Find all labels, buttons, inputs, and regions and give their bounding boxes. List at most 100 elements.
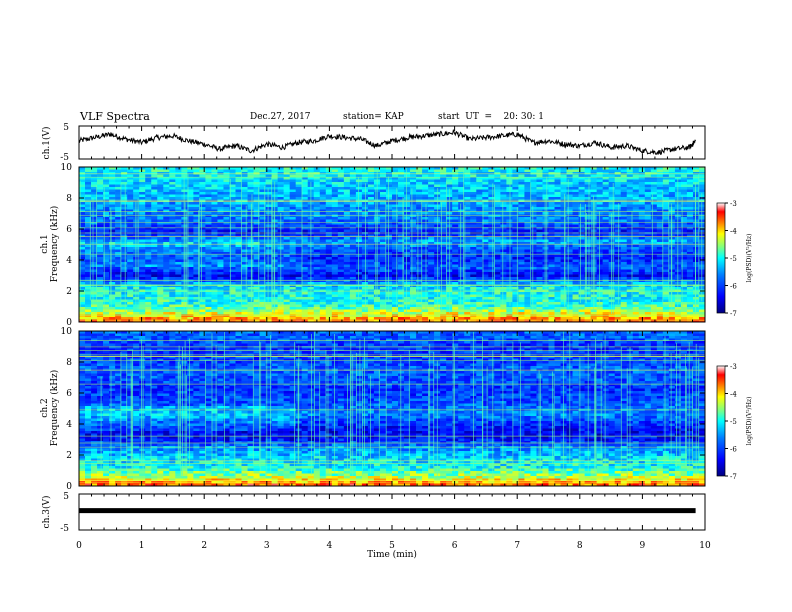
spectrogram-cell <box>121 242 128 245</box>
spectrogram-cell <box>115 252 122 255</box>
spectrogram-cell <box>253 219 260 223</box>
spectrogram-cell <box>500 189 507 193</box>
spectrogram-cell <box>650 274 658 278</box>
spectrogram-cell <box>247 249 254 253</box>
spectrogram-cell <box>199 224 206 228</box>
spectrogram-cell <box>355 189 363 193</box>
spectrogram-cell <box>355 167 363 170</box>
spectrogram-cell <box>97 232 104 235</box>
spectrogram-cell <box>115 187 122 190</box>
spectrogram-cell <box>452 269 459 273</box>
spectrogram-cell <box>385 212 393 215</box>
spectrogram-cell <box>530 199 537 203</box>
spectrogram-cell <box>620 252 628 255</box>
spectrogram-cell <box>458 262 465 265</box>
spectrogram-cell <box>343 222 351 225</box>
spectrogram-cell <box>385 267 393 270</box>
spectrogram-cell <box>584 209 591 213</box>
spectrogram-cell <box>253 232 260 235</box>
spectrogram-cell <box>331 257 339 260</box>
spectrogram-cell <box>151 274 158 278</box>
spectrogram-cell <box>584 174 591 178</box>
spectrogram-cell <box>578 259 585 263</box>
spectrogram-cell <box>199 179 206 183</box>
spectrogram-cell <box>608 187 616 190</box>
spectrogram-cell <box>241 269 248 273</box>
spectrogram-cell <box>620 229 628 233</box>
spectrogram-cell <box>566 272 573 275</box>
spectrogram-cell <box>410 244 417 248</box>
spectrogram-cell <box>247 269 254 273</box>
spectrogram-cell <box>331 277 339 280</box>
spectrogram-cell <box>121 239 128 243</box>
spectrogram-cell <box>133 252 140 255</box>
spectrogram-cell <box>458 197 465 200</box>
spectrogram-cell <box>560 239 567 243</box>
spectrogram-cell <box>169 202 176 205</box>
spectrogram-cell <box>692 224 700 228</box>
spectrogram-cell <box>235 229 242 233</box>
spectrogram-cell <box>494 199 501 203</box>
spectrogram-cell <box>488 197 495 200</box>
spectrogram-cell <box>211 199 218 203</box>
spectrogram-cell <box>524 224 531 228</box>
spectrogram-cell <box>343 232 351 235</box>
spectrogram-cell <box>325 259 333 263</box>
spectrogram-cell <box>157 269 164 273</box>
spectrogram-cell <box>506 212 513 215</box>
spectrogram-cell <box>434 207 441 210</box>
spectrogram-cell <box>638 207 646 210</box>
spectrogram-cell <box>331 222 339 225</box>
spectrogram-cell <box>331 194 339 198</box>
spectrogram-cell <box>301 192 309 195</box>
spectrogram-cell <box>157 249 164 253</box>
spectrogram-cell <box>554 277 561 280</box>
spectrogram-cell <box>566 269 573 273</box>
spectrogram-cell <box>337 202 345 205</box>
spectrogram-cell <box>79 237 86 240</box>
spectrogram-cell <box>554 249 561 253</box>
spectrogram-cell <box>590 174 597 178</box>
spectrogram-cell <box>620 214 628 218</box>
spectrogram-cell <box>434 262 441 265</box>
spectrogram-cell <box>626 169 634 173</box>
spectrogram-cell <box>211 247 218 250</box>
spectrogram-cell <box>632 189 640 193</box>
spectrogram-cell <box>644 192 652 195</box>
spectrogram-cell <box>211 262 218 265</box>
spectrogram-cell <box>253 274 260 278</box>
spectrogram-cell <box>620 254 628 258</box>
spectrogram-cell <box>458 274 465 278</box>
spectrogram-cell <box>229 224 236 228</box>
spectrogram-cell <box>325 274 333 278</box>
spectrogram-cell <box>680 237 688 240</box>
spectrogram-cell <box>259 179 266 183</box>
spectrogram-cell <box>385 259 393 263</box>
spectrogram-cell <box>295 189 303 193</box>
spectrogram-cell <box>440 224 447 228</box>
spectrogram-cell <box>572 224 579 228</box>
spectrogram-cell <box>464 242 471 245</box>
spectrogram-cell <box>548 222 555 225</box>
spectrogram-cell <box>470 219 477 223</box>
spectrogram-cell <box>313 269 321 273</box>
spectrogram-cell <box>680 179 688 183</box>
spectrogram-cell <box>313 242 321 245</box>
spectrogram-cell <box>187 179 194 183</box>
spectrogram-cell <box>193 264 200 268</box>
spectrogram-cell <box>253 247 260 250</box>
spectrogram-cell <box>343 192 351 195</box>
spectrogram-cell <box>355 254 363 258</box>
spectrogram-cell <box>289 167 296 170</box>
spectrogram-cell <box>349 199 357 203</box>
spectrogram-cell <box>398 177 405 180</box>
spectrogram-cell <box>524 174 531 178</box>
spectrogram-cell <box>211 222 218 225</box>
spectrogram-cell <box>139 187 146 190</box>
spectrogram-cell <box>157 229 164 233</box>
spectrogram-cell <box>452 167 459 170</box>
spectrogram-cell <box>494 269 501 273</box>
spectrogram-cell <box>247 179 254 183</box>
spectrogram-cell <box>650 172 658 175</box>
spectrogram-cell <box>79 232 86 235</box>
